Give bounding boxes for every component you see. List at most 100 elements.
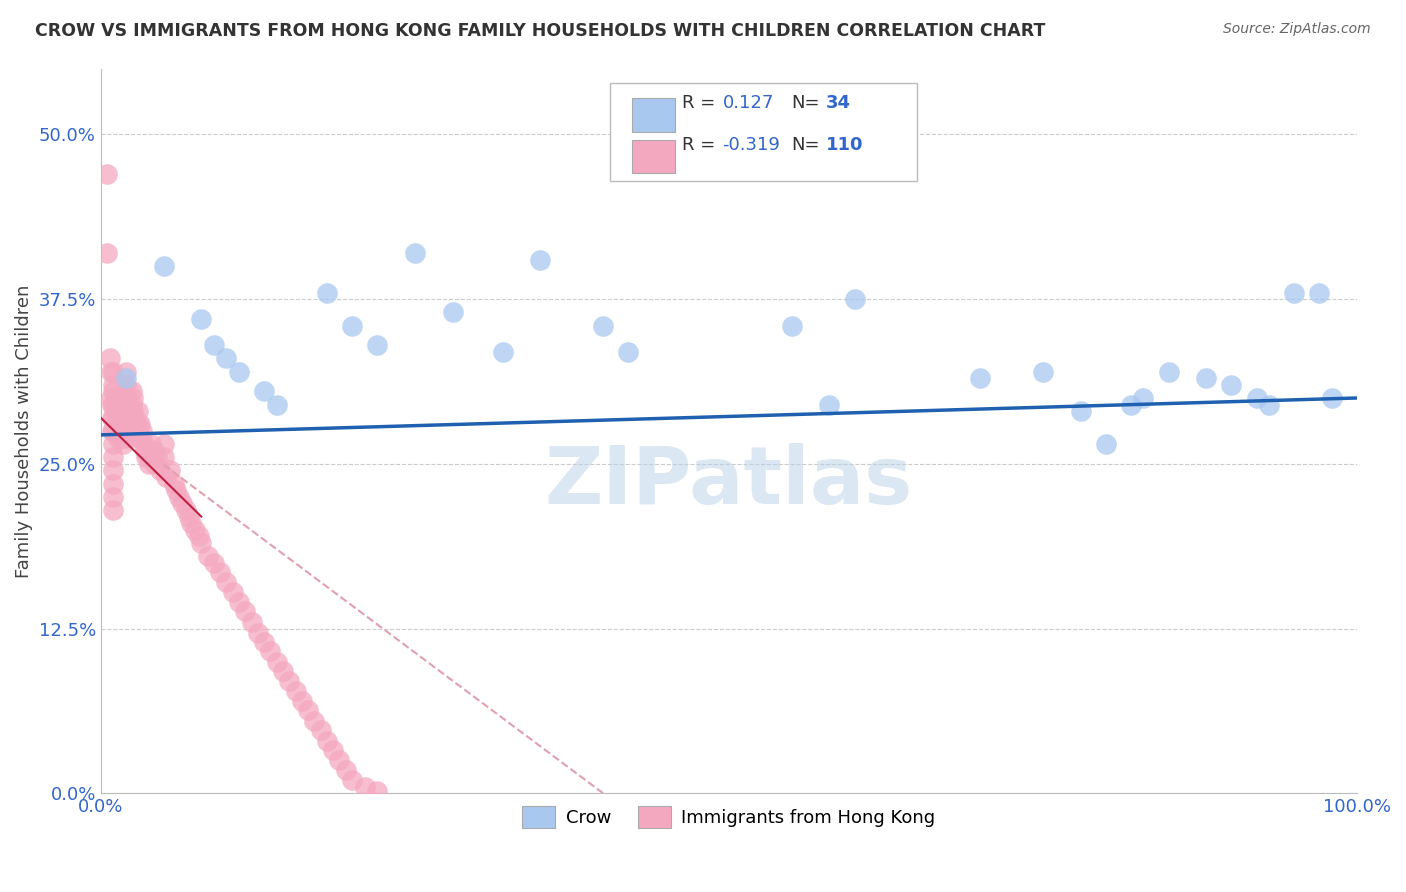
Point	[103, 450, 125, 465]
Point	[180, 516, 202, 531]
Point	[104, 404, 127, 418]
Point	[101, 424, 124, 438]
Text: CROW VS IMMIGRANTS FROM HONG KONG FAMILY HOUSEHOLDS WITH CHILDREN CORRELATION CH: CROW VS IMMIGRANTS FROM HONG KONG FAMILY…	[35, 22, 1046, 40]
Point	[246, 625, 269, 640]
Point	[149, 463, 172, 477]
Point	[228, 595, 250, 609]
Point	[108, 410, 131, 425]
Point	[103, 490, 125, 504]
Point	[107, 430, 129, 444]
Point	[111, 430, 134, 444]
Point	[215, 351, 238, 366]
Point	[1282, 285, 1305, 300]
Point	[404, 246, 426, 260]
Point	[101, 398, 124, 412]
Point	[105, 424, 128, 438]
Text: 34: 34	[825, 95, 851, 112]
Point	[115, 365, 138, 379]
Point	[135, 450, 157, 465]
Point	[127, 404, 149, 418]
Point	[111, 417, 134, 432]
Point	[316, 285, 339, 300]
Point	[96, 246, 118, 260]
Point	[222, 584, 245, 599]
Legend: Crow, Immigrants from Hong Kong: Crow, Immigrants from Hong Kong	[515, 798, 943, 835]
FancyBboxPatch shape	[610, 83, 917, 181]
Point	[132, 437, 155, 451]
Point	[131, 424, 153, 438]
Point	[174, 503, 197, 517]
Point	[1070, 404, 1092, 418]
Point	[127, 430, 149, 444]
Point	[117, 398, 139, 412]
Point	[100, 391, 122, 405]
Point	[233, 605, 256, 619]
Point	[122, 404, 145, 418]
Point	[177, 509, 200, 524]
Text: 0.127: 0.127	[723, 95, 773, 112]
Text: ZIPatlas: ZIPatlas	[544, 442, 912, 521]
Point	[1094, 437, 1116, 451]
Point	[266, 398, 288, 412]
Point	[115, 377, 138, 392]
Point	[112, 437, 135, 451]
Point	[103, 410, 125, 425]
Point	[197, 549, 219, 563]
Point	[125, 424, 148, 438]
Point	[159, 463, 181, 477]
Point	[108, 398, 131, 412]
Point	[104, 391, 127, 405]
Point	[103, 377, 125, 392]
Point	[120, 410, 142, 425]
Point	[100, 365, 122, 379]
Text: N=: N=	[792, 136, 820, 153]
Point	[152, 450, 174, 465]
Point	[101, 410, 124, 425]
Point	[202, 556, 225, 570]
Text: Source: ZipAtlas.com: Source: ZipAtlas.com	[1223, 22, 1371, 37]
Point	[353, 780, 375, 794]
Point	[146, 450, 169, 465]
Point	[209, 565, 232, 579]
Point	[110, 424, 132, 438]
Point	[118, 404, 141, 418]
Point	[316, 733, 339, 747]
Point	[492, 344, 515, 359]
Point	[309, 723, 332, 737]
Point	[103, 463, 125, 477]
Point	[1032, 365, 1054, 379]
Y-axis label: Family Households with Children: Family Households with Children	[15, 285, 32, 578]
Point	[1246, 391, 1268, 405]
Point	[271, 664, 294, 678]
Point	[155, 470, 177, 484]
Point	[529, 252, 551, 267]
Point	[122, 391, 145, 405]
Point	[112, 424, 135, 438]
Point	[1258, 398, 1281, 412]
Point	[1308, 285, 1330, 300]
Point	[138, 457, 160, 471]
Point	[121, 384, 143, 399]
Point	[103, 424, 125, 438]
Text: -0.319: -0.319	[723, 136, 780, 153]
Point	[844, 292, 866, 306]
Point	[128, 417, 150, 432]
Point	[107, 417, 129, 432]
Point	[190, 536, 212, 550]
Point	[969, 371, 991, 385]
Point	[328, 753, 350, 767]
Point	[240, 615, 263, 629]
Point	[108, 424, 131, 438]
Point	[110, 410, 132, 425]
Point	[103, 398, 125, 412]
Text: R =: R =	[682, 95, 716, 112]
Point	[103, 503, 125, 517]
Point	[291, 694, 314, 708]
Point	[115, 404, 138, 418]
Text: 110: 110	[825, 136, 863, 153]
Point	[592, 318, 614, 333]
Point	[335, 763, 357, 777]
Point	[253, 384, 276, 399]
Point	[284, 683, 307, 698]
Point	[617, 344, 640, 359]
